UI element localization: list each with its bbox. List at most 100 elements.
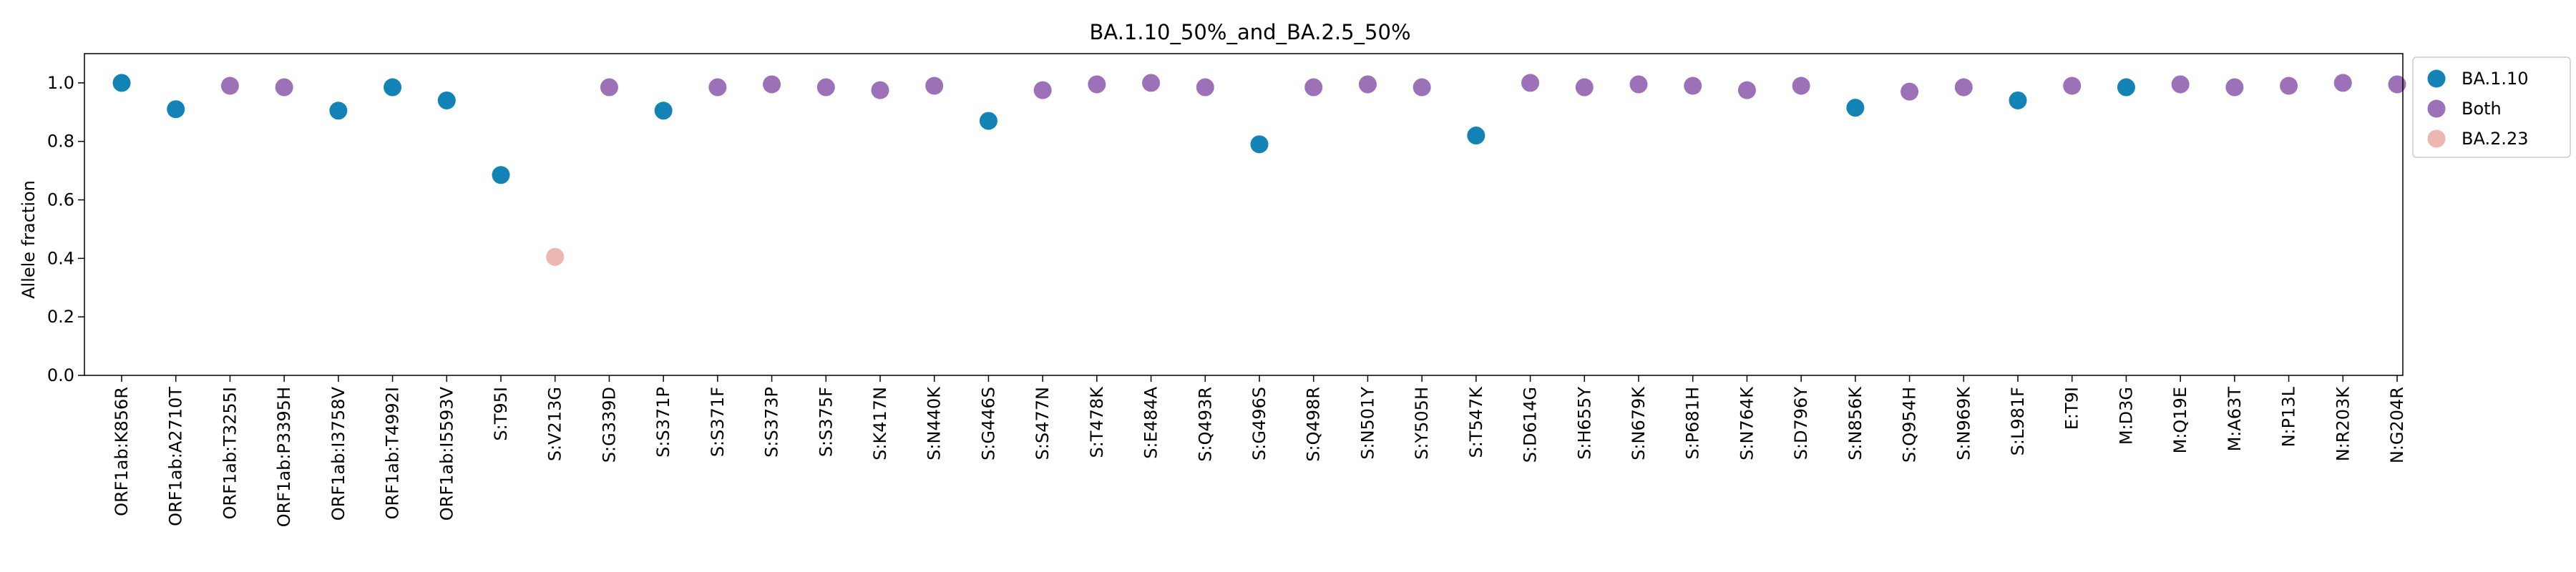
data-point	[1846, 99, 1865, 117]
data-point	[2117, 78, 2135, 97]
x-tick-label: ORF1ab:T3255I	[220, 387, 240, 519]
legend: BA.1.10 Both BA.2.23	[2412, 56, 2571, 158]
data-point	[437, 91, 456, 109]
x-tick-label: S:S477N	[1033, 387, 1053, 460]
x-tick-label: S:P681H	[1683, 387, 1703, 460]
plot-frame	[84, 53, 2404, 376]
legend-label: BA.2.23	[2462, 129, 2529, 149]
data-point	[2388, 75, 2406, 94]
data-point	[1196, 78, 1214, 97]
x-tick-label: S:G339D	[599, 387, 619, 463]
legend-label: Both	[2462, 99, 2502, 119]
x-axis-ticks: ORF1ab:K856R ORF1ab:A2710T ORF1ab:T3255I OR…	[112, 375, 2407, 527]
y-tick-label: 0.2	[47, 307, 74, 327]
x-tick-label: S:G446S	[978, 387, 998, 460]
data-point	[1304, 78, 1323, 97]
x-tick-label: S:S373P	[762, 387, 782, 458]
data-point	[600, 78, 618, 97]
x-tick-label: S:V213G	[545, 387, 565, 461]
data-point	[546, 247, 565, 266]
x-tick-label: S:N764K	[1737, 386, 1757, 460]
y-tick-label: 0.0	[47, 365, 74, 385]
x-tick-label: S:Q498R	[1304, 387, 1324, 462]
x-tick-label: S:N501Y	[1357, 387, 1377, 460]
data-point	[112, 74, 131, 92]
data-point	[979, 112, 997, 130]
x-tick-label: S:T478K	[1087, 386, 1107, 458]
x-tick-label: M:A63T	[2225, 387, 2245, 452]
data-point	[1358, 75, 1377, 94]
data-point	[1575, 78, 1594, 97]
data-point	[2009, 91, 2027, 109]
legend-box	[2412, 56, 2571, 158]
data-point	[2225, 78, 2244, 97]
x-tick-label: S:Y505H	[1412, 387, 1432, 460]
data-point	[1737, 81, 1756, 99]
x-tick-label: S:T95I	[491, 387, 511, 441]
x-tick-label: M:Q19E	[2170, 387, 2190, 453]
x-tick-label: S:Q954H	[1900, 387, 1920, 463]
chart-title: BA.1.10_50%_and_BA.2.5_50%	[1089, 20, 1410, 44]
x-tick-label: E:T9I	[2062, 387, 2082, 430]
legend-marker	[2427, 129, 2446, 148]
data-point	[329, 102, 348, 120]
x-tick-label: S:E484A	[1141, 386, 1161, 458]
y-axis-ticks: 0.0 0.2 0.4 0.6 0.8 1.0	[47, 73, 84, 385]
x-tick-label: S:S371P	[653, 387, 673, 458]
x-tick-label: S:S375F	[816, 387, 836, 457]
data-point	[1413, 78, 1431, 97]
x-tick-label: ORF1ab:I5593V	[436, 386, 457, 521]
x-tick-label: S:S371F	[708, 387, 728, 457]
data-point	[492, 166, 510, 184]
x-tick-label: S:N856K	[1845, 386, 1865, 460]
x-tick-label: ORF1ab:A2710T	[166, 387, 186, 526]
x-tick-label: ORF1ab:P3395H	[274, 387, 294, 527]
x-tick-label: S:K417N	[870, 387, 890, 460]
x-tick-label: S:T547K	[1466, 386, 1486, 458]
data-point	[1467, 127, 1485, 145]
x-tick-label: ORF1ab:I3758V	[328, 386, 348, 521]
data-point	[1684, 77, 1702, 95]
x-tick-label: N:P13L	[2279, 386, 2299, 447]
x-tick-label: ORF1ab:T4992I	[383, 387, 403, 519]
legend-marker	[2427, 99, 2446, 118]
x-tick-label: ORF1ab:K856R	[112, 387, 132, 516]
data-point	[1792, 77, 1810, 95]
x-tick-label: S:N679K	[1629, 386, 1649, 460]
y-axis-label: Allele fraction	[19, 180, 39, 299]
data-points	[112, 74, 2406, 266]
x-tick-label: M:D3G	[2116, 387, 2136, 445]
data-point	[708, 78, 727, 97]
legend-marker	[2427, 69, 2446, 88]
data-point	[275, 78, 293, 97]
x-tick-label: S:L981F	[2008, 387, 2028, 455]
x-tick-label: S:N969K	[1953, 386, 1974, 460]
x-tick-label: S:D614G	[1521, 387, 1541, 463]
data-point	[1901, 82, 1919, 101]
data-point	[2171, 75, 2190, 94]
data-point	[871, 81, 889, 99]
data-point	[1088, 75, 1106, 94]
data-point	[1033, 81, 1052, 99]
data-point	[816, 78, 835, 97]
data-point	[384, 78, 402, 97]
data-point	[167, 100, 185, 119]
data-point	[220, 77, 239, 95]
data-point	[1521, 74, 1540, 92]
x-tick-label: S:D796Y	[1791, 387, 1811, 460]
data-point	[2063, 77, 2082, 95]
x-tick-label: S:G496S	[1249, 387, 1269, 460]
data-point	[1142, 74, 1161, 92]
data-point	[1629, 75, 1648, 94]
y-tick-label: 1.0	[47, 73, 74, 93]
y-tick-label: 0.4	[47, 248, 74, 268]
x-tick-label: N:R203K	[2333, 386, 2353, 462]
y-tick-label: 0.6	[47, 190, 74, 210]
data-point	[763, 75, 781, 94]
x-tick-label: S:N440K	[924, 386, 945, 460]
x-tick-label: S:H655Y	[1574, 387, 1594, 460]
data-point	[2333, 74, 2352, 92]
data-point	[2280, 77, 2298, 95]
data-point	[925, 77, 944, 95]
